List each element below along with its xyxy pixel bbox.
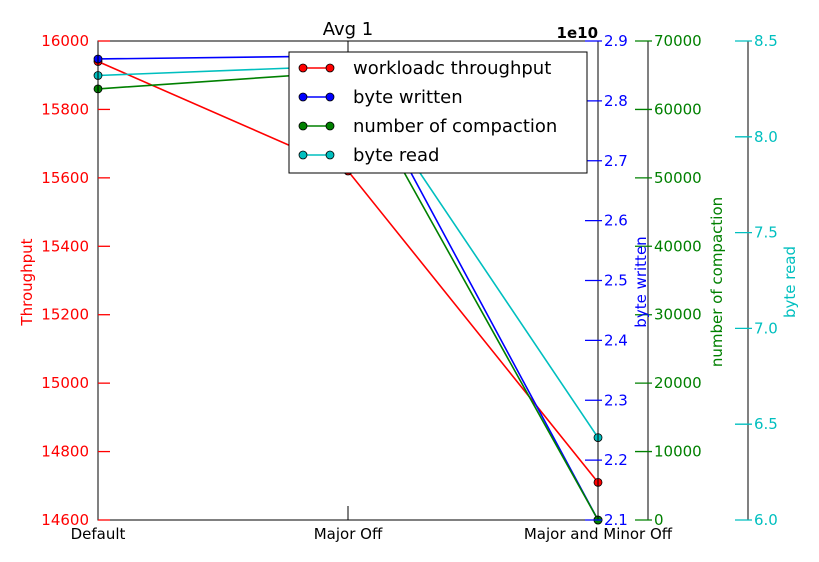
legend-label-2: number of compaction <box>353 116 557 137</box>
legend: workloadc throughput byte written number o… <box>288 51 588 174</box>
y-tick-label-3-5: 8.5 <box>754 32 778 50</box>
legend-label-3: byte read <box>353 145 439 166</box>
y-tick-label-2-1: 10000 <box>654 443 702 461</box>
y-axis-title-3: byte read <box>781 246 799 318</box>
legend-marker-end-0 <box>325 63 335 73</box>
x-axis: Default Major Off Major and Minor Off <box>71 41 673 543</box>
legend-marker-0 <box>298 63 308 73</box>
y-tick-label-2-5: 50000 <box>654 169 702 187</box>
y-tick-label-0-4: 15400 <box>41 237 89 255</box>
y-tick-label-0-2: 15000 <box>41 374 89 392</box>
y-tick-label-1-1: 2.2 <box>604 451 628 469</box>
x-tick-label-0: Default <box>71 525 126 543</box>
y-tick-label-1-7: 2.8 <box>604 92 628 110</box>
chart-title: Avg 1 <box>323 19 374 40</box>
y-tick-label-3-3: 7.5 <box>754 224 778 242</box>
x-tick-label-1: Major Off <box>314 525 383 543</box>
y-tick-label-3-4: 8.0 <box>754 128 778 146</box>
legend-marker-2 <box>298 121 308 131</box>
y-tick-label-3-1: 6.5 <box>754 415 778 433</box>
y-axes: 14600 14800 15000 15200 15400 15600 15800 16000… <box>18 24 799 529</box>
y-axis-exponent-1: 1e10 <box>557 24 598 42</box>
y-tick-label-1-4: 2.5 <box>604 272 628 290</box>
y-axis-title-0: Throughput <box>18 238 36 326</box>
y-axis-title-1: byte written <box>632 236 650 327</box>
legend-label-1: byte written <box>353 87 463 108</box>
legend-box <box>288 51 588 174</box>
y-tick-label-2-3: 30000 <box>654 306 702 324</box>
y-tick-label-0-0: 14600 <box>41 511 89 529</box>
y-tick-label-0-5: 15600 <box>41 169 89 187</box>
y-tick-label-1-8: 2.9 <box>604 32 628 50</box>
y-tick-label-1-0: 2.1 <box>604 511 628 529</box>
y-tick-label-1-5: 2.6 <box>604 212 628 230</box>
y-tick-label-0-6: 15800 <box>41 100 89 118</box>
y-tick-label-3-2: 7.0 <box>754 319 778 337</box>
legend-label-0: workloadc throughput <box>353 58 551 79</box>
y-tick-label-0-3: 15200 <box>41 306 89 324</box>
y-tick-label-3-0: 6.0 <box>754 511 778 529</box>
y-tick-label-2-0: 0 <box>654 511 664 529</box>
y-tick-label-2-2: 20000 <box>654 374 702 392</box>
y-tick-label-1-2: 2.3 <box>604 391 628 409</box>
legend-marker-3 <box>298 150 308 160</box>
legend-marker-1 <box>298 92 308 102</box>
x-tick-label-2: Major and Minor Off <box>524 525 673 543</box>
legend-marker-end-3 <box>325 150 335 160</box>
y-tick-label-1-3: 2.4 <box>604 331 628 349</box>
y-tick-label-2-7: 70000 <box>654 32 702 50</box>
y-tick-label-2-4: 40000 <box>654 237 702 255</box>
legend-marker-end-1 <box>325 92 335 102</box>
legend-marker-end-2 <box>325 121 335 131</box>
y-tick-label-2-6: 60000 <box>654 100 702 118</box>
y-tick-label-1-6: 2.7 <box>604 152 628 170</box>
y-tick-label-0-7: 16000 <box>41 32 89 50</box>
y-axis-title-2: number of compaction <box>708 197 726 367</box>
y-tick-label-0-1: 14800 <box>41 443 89 461</box>
